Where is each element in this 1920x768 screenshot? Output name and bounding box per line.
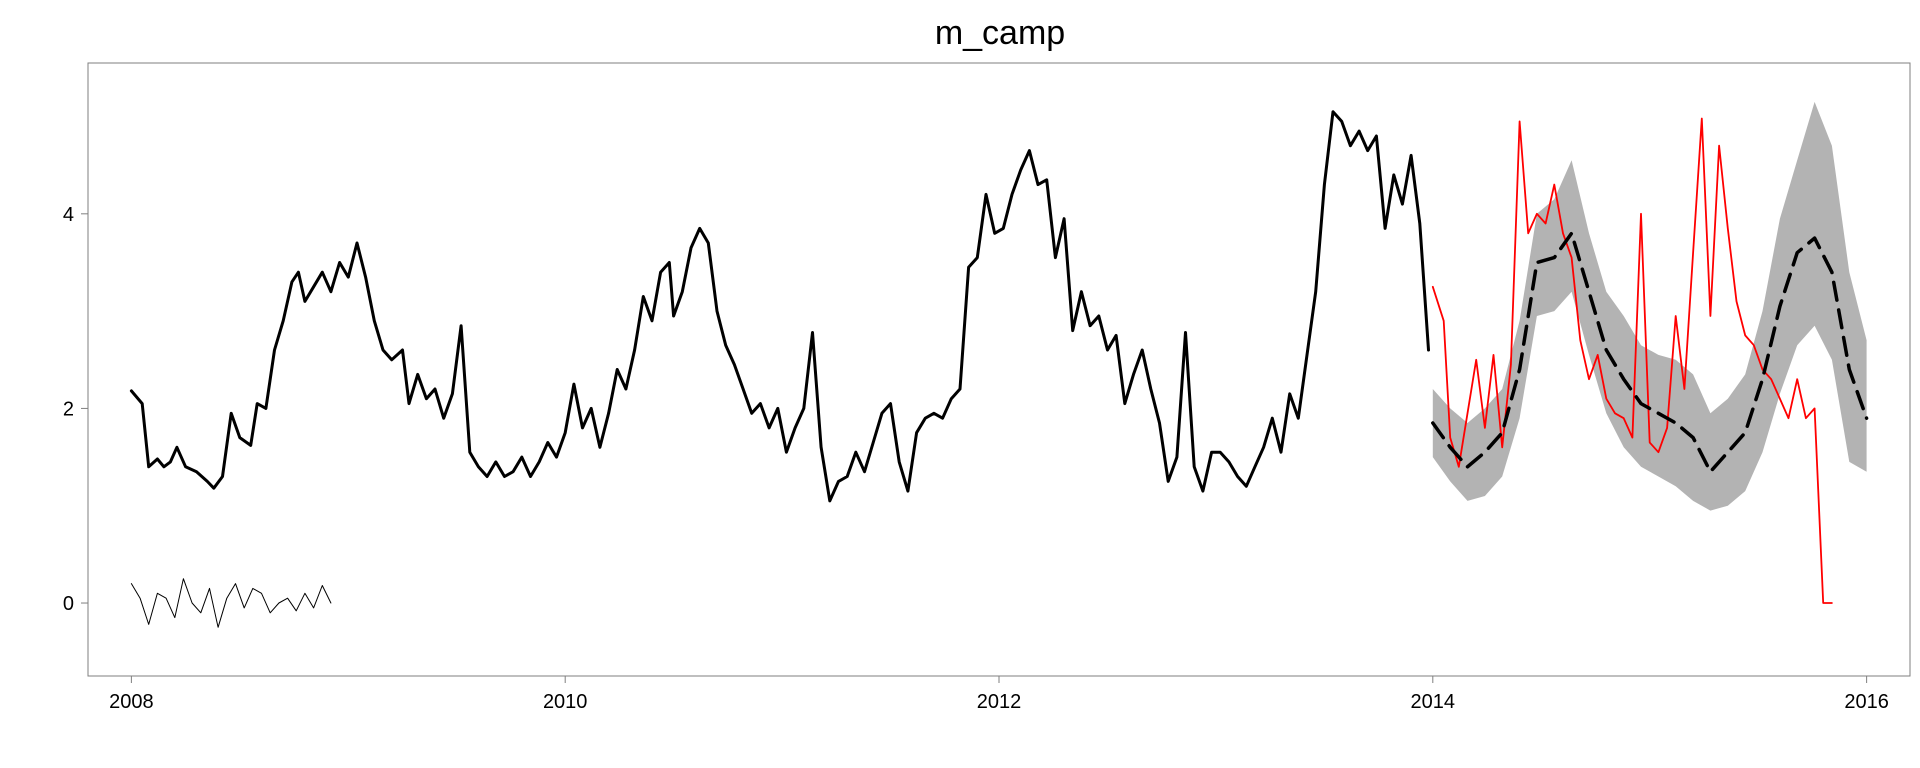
forecast-band-layer xyxy=(1432,101,1867,511)
series-layer xyxy=(129,110,1869,628)
series-line-forecast xyxy=(1431,231,1869,474)
y-tick-label: 0 xyxy=(63,593,74,615)
y-tick-label: 2 xyxy=(63,398,74,420)
x-tick-label: 2012 xyxy=(977,691,1022,713)
x-tick-label: 2010 xyxy=(543,691,588,713)
series-line-observed xyxy=(129,110,1430,503)
forecast-band xyxy=(1432,101,1867,511)
chart-title: m_camp xyxy=(935,14,1065,52)
y-tick-label: 4 xyxy=(63,204,74,226)
x-tick-label: 2008 xyxy=(109,691,154,713)
series-line-residual xyxy=(130,578,332,628)
x-tick-label: 2014 xyxy=(1411,691,1456,713)
axes-layer: 2008 2010 2012 2014 2016 0 2 4 xyxy=(63,204,1889,713)
x-tick-label: 2016 xyxy=(1844,691,1889,713)
